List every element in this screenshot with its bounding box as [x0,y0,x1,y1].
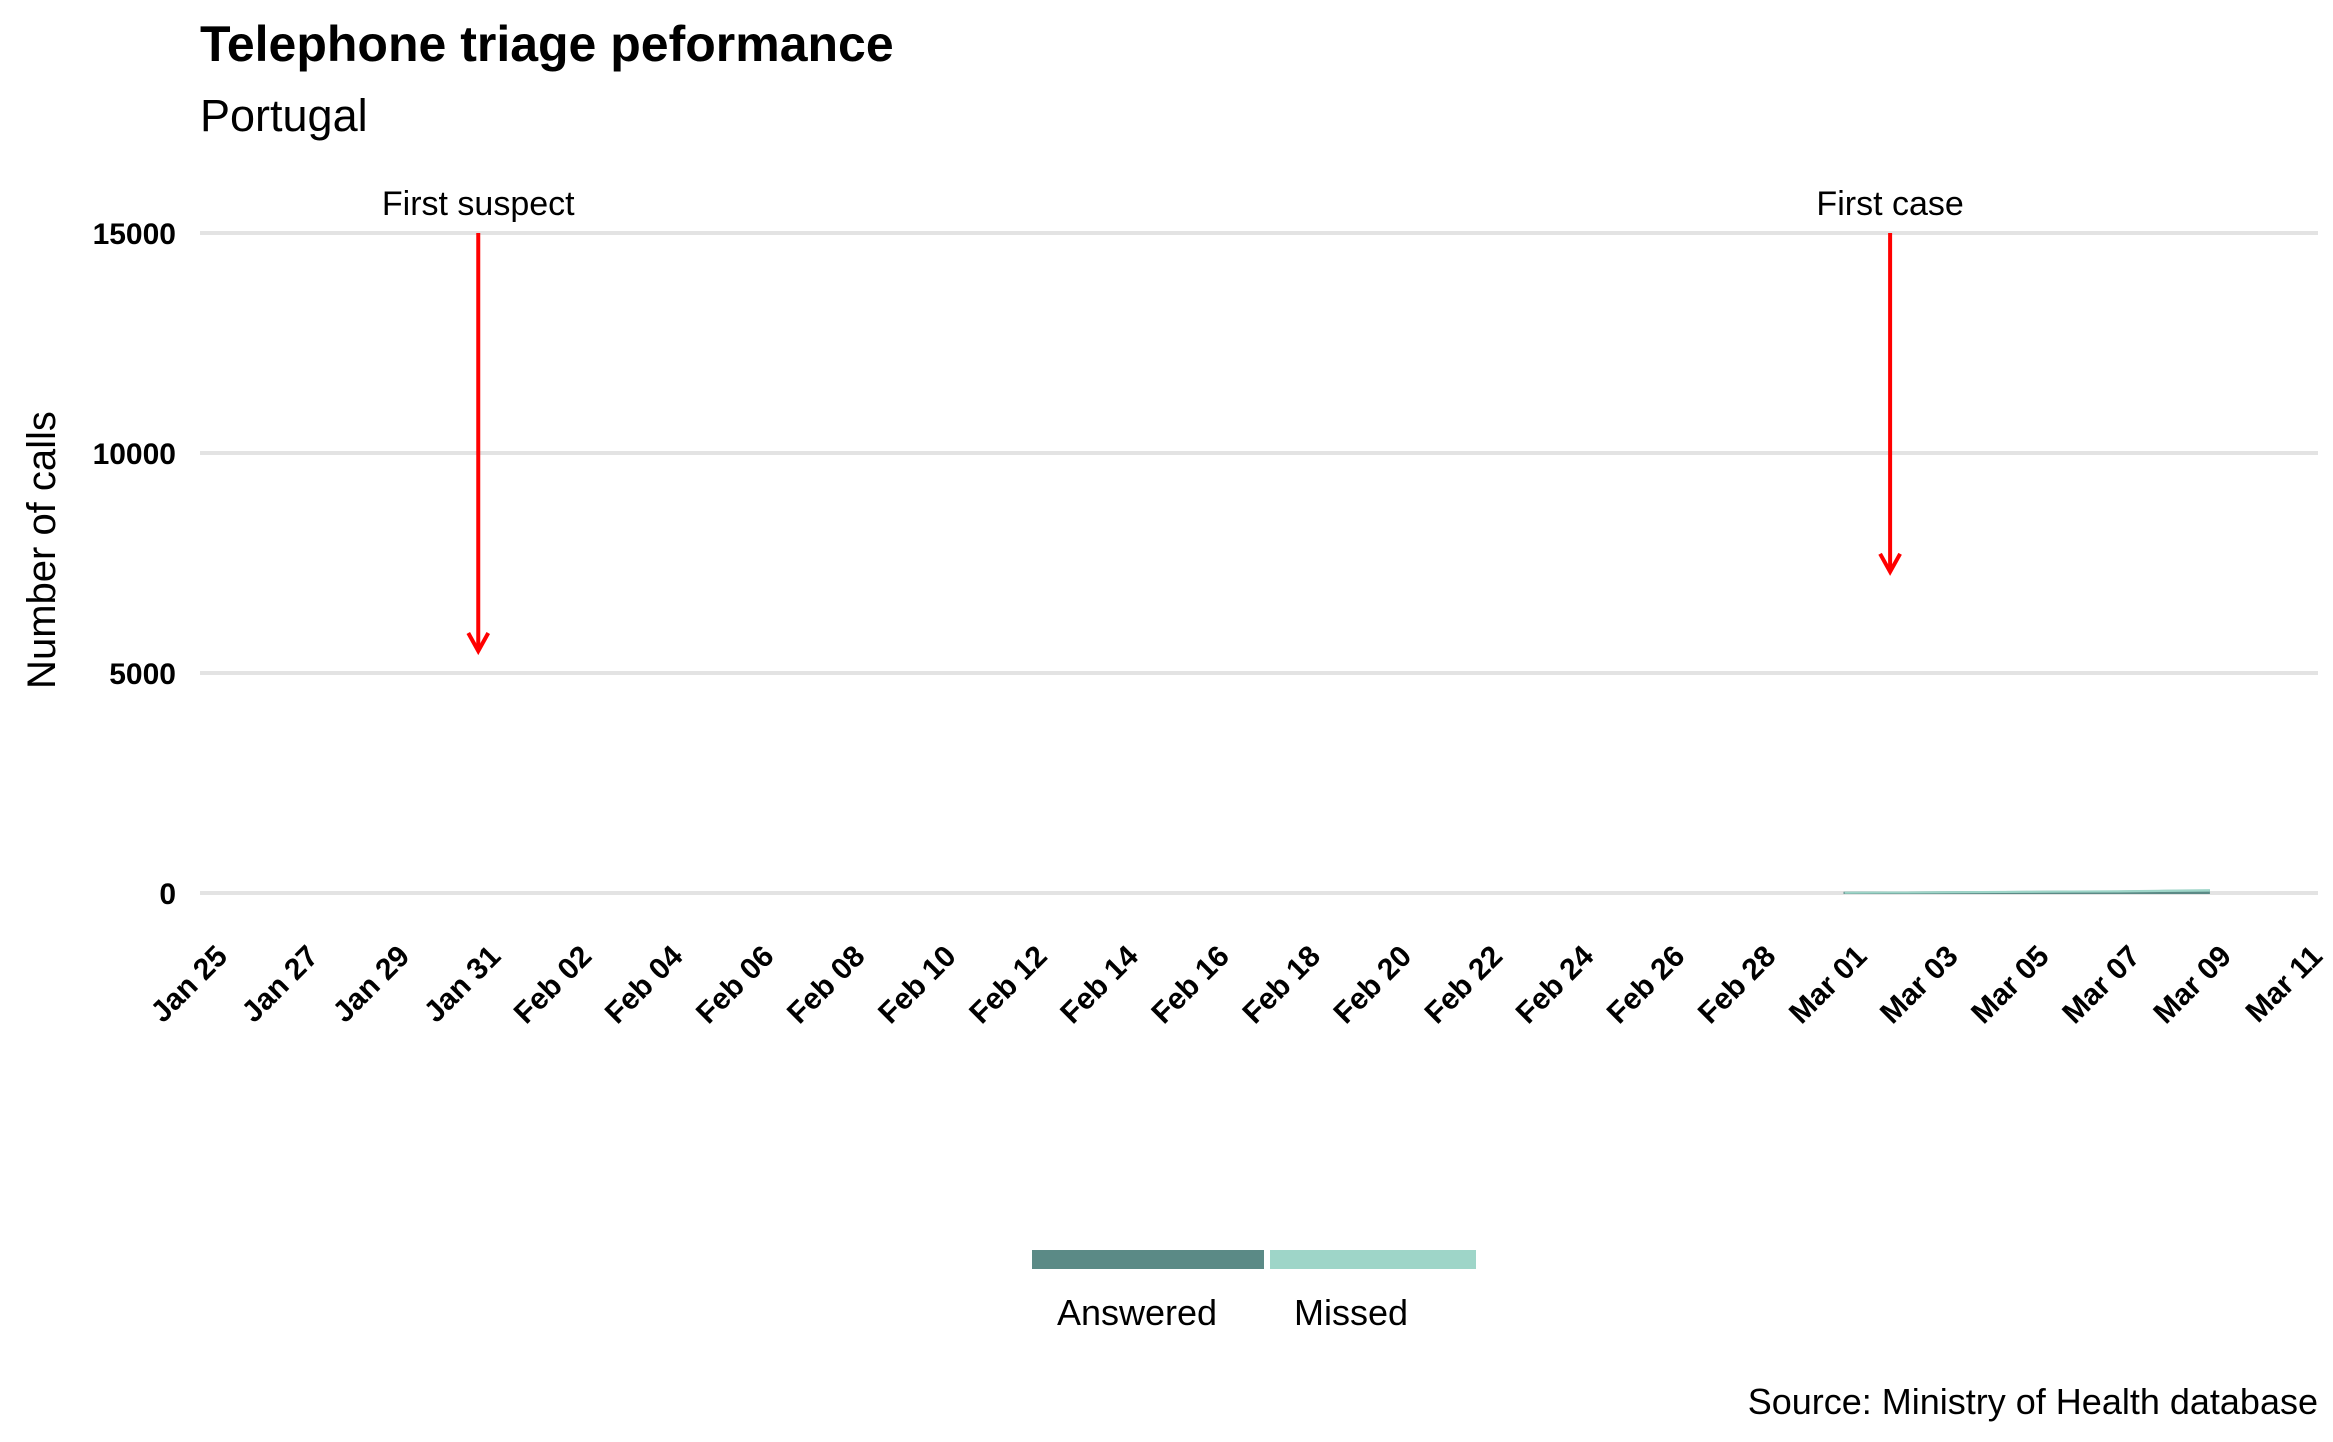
y-tick-label: 10000 [93,438,176,471]
x-tick-label: Feb 06 [690,940,781,1031]
chart-title: Telephone triage peformance [200,16,894,72]
y-tick-label: 5000 [109,658,176,691]
x-tick-label: Feb 24 [1510,939,1601,1030]
legend-item-answered: Answered [1032,1250,1264,1333]
x-tick-label: Mar 07 [2056,940,2147,1031]
annotation-first-case: First case [1816,185,1964,576]
x-tick-label: Mar 03 [1874,940,1965,1031]
legend-label: Answered [1057,1292,1217,1333]
x-ticks: Jan 25 Jan 27 Jan 29 Jan 31 Feb 02 Feb 04 Feb … [145,939,2329,1030]
x-tick-label: Jan 27 [236,940,325,1029]
x-tick-label: Feb 26 [1601,940,1692,1031]
annotation-label: First suspect [382,185,575,223]
annotation-arrowhead [1878,552,1902,576]
annotation-arrowhead [466,632,491,656]
legend-key [1270,1250,1476,1269]
legend-item-missed: Missed [1270,1250,1476,1333]
chart-caption: Source: Ministry of Health database [1748,1381,2318,1422]
y-ticks: 0 5000 10000 15000 [93,218,176,911]
x-tick-label: Mar 11 [2240,940,2329,1029]
x-tick-label: Feb 16 [1145,940,1236,1031]
x-tick-label: Feb 20 [1328,940,1419,1031]
gridlines [200,231,2318,895]
x-tick-label: Feb 28 [1692,940,1783,1031]
area-series-missed [1844,889,2210,894]
x-tick-label: Feb 12 [963,940,1054,1031]
legend-label: Missed [1294,1292,1408,1333]
x-tick-label: Mar 05 [1965,940,2056,1031]
y-tick-label: 15000 [93,218,176,251]
x-tick-label: Feb 02 [508,940,599,1031]
x-tick-label: Jan 29 [327,940,416,1029]
x-tick-label: Feb 10 [872,940,963,1031]
x-tick-label: Feb 18 [1236,940,1327,1031]
legend-key [1032,1250,1264,1269]
x-tick-label: Feb 04 [599,939,690,1030]
annotation-first-suspect: First suspect [382,185,575,656]
chart-subtitle: Portugal [200,90,368,141]
x-tick-label: Jan 31 [418,940,507,1029]
annotation-label: First case [1816,185,1963,223]
x-tick-label: Jan 25 [145,940,234,1029]
y-axis-label: Number of calls [20,411,64,689]
x-tick-label: Mar 01 [1783,940,1874,1031]
legend: Answered Missed [1032,1250,1476,1333]
x-tick-label: Feb 14 [1054,939,1145,1030]
x-tick-label: Feb 22 [1419,940,1510,1031]
y-tick-label: 0 [159,878,176,911]
annotations: First suspect First case [382,185,1964,656]
x-tick-label: Feb 08 [781,940,872,1031]
x-tick-label: Mar 09 [2147,940,2238,1031]
data-areas [1843,889,2210,894]
